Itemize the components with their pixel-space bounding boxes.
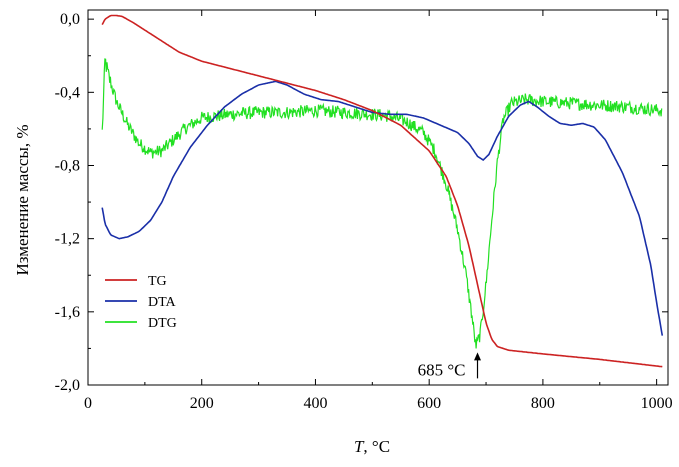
x-tick-label: 600 (417, 395, 441, 412)
peak-arrowhead-icon (474, 352, 482, 361)
peak-annotation-label: 685 °C (418, 360, 466, 379)
legend: TG DTA DTG (105, 274, 177, 331)
y-tick-label: -0,4 (55, 84, 80, 101)
x-axis-title: T, °C (354, 437, 390, 456)
plot-frame (87, 9, 669, 386)
series-dta-line (101, 80, 664, 336)
x-tick-label: 400 (303, 395, 327, 412)
series-tg-line (101, 14, 663, 368)
y-tick-label: -0,8 (55, 157, 80, 174)
x-axis-ticks: 0 200 400 600 800 1000 (84, 10, 673, 412)
series-dtg-line (101, 58, 663, 349)
x-tick-label: 1000 (641, 395, 673, 412)
legend-label-dtg: DTG (148, 316, 177, 331)
y-axis-ticks: 0,0 -0,4 -0,8 -1,2 -1,6 -2,0 (55, 11, 668, 394)
y-tick-label: -1,2 (55, 231, 80, 248)
y-axis-title: Изменение массы, % (13, 124, 32, 275)
x-tick-label: 800 (531, 395, 555, 412)
peak-annotation: 685 °C (418, 352, 482, 379)
legend-label-tg: TG (148, 274, 167, 289)
x-tick-label: 200 (190, 395, 214, 412)
y-tick-label: -2,0 (55, 377, 80, 394)
y-tick-label: -1,6 (55, 304, 80, 321)
legend-label-dta: DTA (148, 295, 177, 310)
x-tick-label: 0 (84, 395, 92, 412)
y-tick-label: 0,0 (60, 11, 80, 28)
